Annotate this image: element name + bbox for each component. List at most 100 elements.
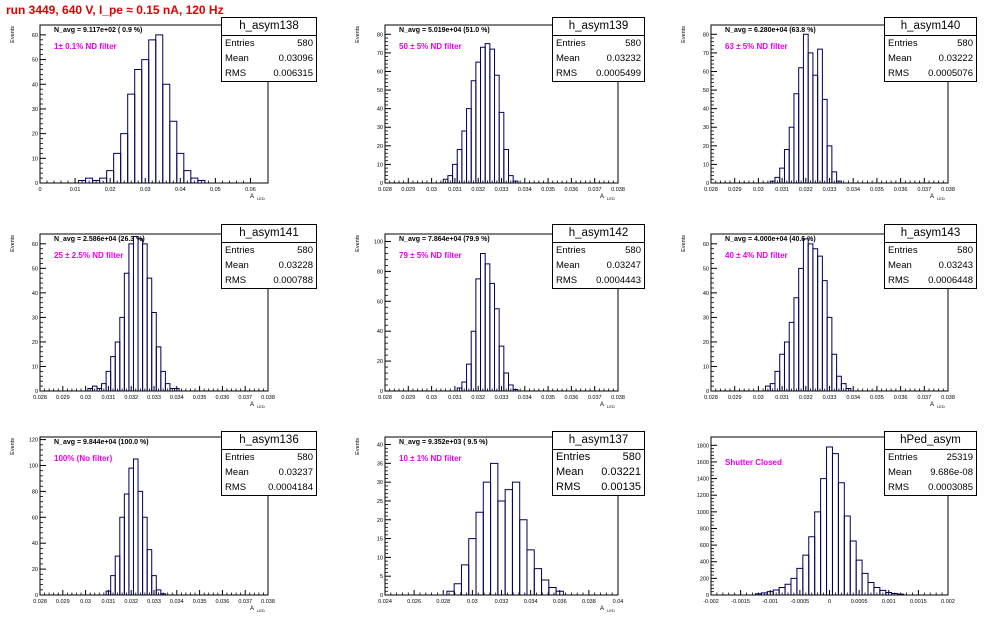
filter-annotation: 40 ± 4% ND filter — [725, 251, 788, 260]
histogram-bins — [446, 462, 564, 595]
y-tick-label: 30 — [703, 315, 709, 321]
x-tick-label: 0.034 — [170, 395, 184, 401]
histogram-bins — [87, 235, 180, 391]
x-tick-label: 0.034 — [170, 599, 184, 605]
y-tick-label: 60 — [703, 69, 709, 75]
x-tick-label: 0.028 — [378, 187, 392, 193]
navg-label: N_avg = 9.844e+04 (100.0 %) — [54, 439, 149, 446]
y-tick-label: 10 — [377, 162, 383, 168]
x-tick-label: 0.028 — [704, 395, 718, 401]
x-tick-label: 0.037 — [588, 395, 602, 401]
x-tick-label: 0.024 — [378, 599, 392, 605]
x-tick-label: 0.036 — [565, 395, 579, 401]
stat-value-mean: 0.03237 — [278, 467, 313, 478]
y-tick-label: 50 — [703, 266, 709, 272]
histogram-bin — [512, 180, 519, 183]
stat-value-rms: 0.00135 — [601, 481, 641, 493]
stat-label: RMS — [888, 68, 910, 79]
stats-box: hPed_asym Entries 25319 Mean 9.686e-08 RMS 0.0… — [884, 431, 977, 496]
y-axis-label: Events — [10, 235, 16, 252]
stat-row-entries: Entries 580 — [553, 36, 644, 51]
y-tick-label: 40 — [32, 291, 38, 297]
y-tick-label: 1800 — [697, 443, 709, 449]
stat-label: Mean — [225, 260, 249, 271]
y-tick-label: 10 — [32, 364, 38, 370]
histogram-bin — [831, 453, 839, 595]
histogram-bin — [814, 511, 822, 595]
x-axis-label-subscript: LED — [257, 404, 265, 409]
y-tick-label: 15 — [377, 537, 383, 543]
y-axis-label: Events — [355, 26, 361, 43]
y-tick-label: 25 — [377, 499, 383, 505]
y-tick-label: 60 — [377, 299, 383, 305]
x-tick-label: 0.028 — [436, 599, 450, 605]
x-axis-label-subscript: LED — [257, 196, 265, 201]
stat-value-rms: 0.0006448 — [928, 275, 973, 286]
histogram-bin — [164, 383, 171, 391]
stat-row-mean: Mean 0.03243 — [885, 258, 976, 273]
x-tick-label: 0.026 — [407, 599, 421, 605]
x-tick-label: 0.033 — [823, 187, 837, 193]
x-tick-label: 0.035 — [541, 395, 555, 401]
stat-row-rms: RMS 0.006315 — [222, 66, 316, 81]
stat-value-rms: 0.0005499 — [596, 68, 641, 79]
y-tick-label: 50 — [377, 88, 383, 94]
histogram-bin — [808, 536, 816, 595]
y-tick-label: 40 — [703, 107, 709, 113]
x-tick-label: 0.038 — [611, 187, 625, 193]
y-tick-label: 800 — [700, 526, 709, 532]
histogram-bin — [503, 372, 509, 391]
histogram-bins — [442, 43, 519, 183]
x-tick-label: 0.036 — [894, 395, 908, 401]
stat-label: Entries — [225, 452, 255, 463]
y-tick-label: 80 — [377, 269, 383, 275]
histogram-bin — [197, 180, 206, 183]
histogram-name: hPed_asym — [885, 432, 976, 450]
page-title: run 3449, 640 V, I_pe ≈ 0.15 nA, 120 Hz — [6, 3, 224, 17]
y-axis-label: Events — [355, 235, 361, 252]
stat-row-entries: Entries 25319 — [885, 450, 976, 465]
x-tick-label: 0.037 — [238, 599, 252, 605]
x-axis-label-subscript: LED — [257, 608, 265, 613]
stat-value-mean: 0.03247 — [606, 260, 641, 271]
stat-row-mean: Mean 0.03222 — [885, 51, 976, 66]
y-tick-label: 0 — [706, 181, 709, 187]
stat-value-mean: 0.03222 — [938, 53, 973, 64]
histogram-name: h_asym137 — [553, 432, 644, 450]
x-tick-label: 0.05 — [210, 187, 221, 193]
x-tick-label: 0.037 — [588, 187, 602, 193]
x-tick-label: 0.03 — [753, 395, 764, 401]
stat-label: RMS — [556, 275, 578, 286]
y-tick-label: 50 — [32, 266, 38, 272]
histogram-bin — [160, 370, 166, 391]
stat-row-entries: Entries 580 — [222, 450, 316, 465]
y-tick-label: 10 — [703, 364, 709, 370]
y-tick-label: 60 — [32, 515, 38, 521]
x-tick-label: 0.034 — [846, 395, 860, 401]
stat-value-entries: 580 — [625, 245, 641, 256]
histogram-name: h_asym141 — [222, 225, 316, 243]
y-tick-label: 0 — [380, 389, 383, 395]
stat-label: Mean — [556, 260, 580, 271]
x-tick-label: 0.033 — [495, 187, 509, 193]
x-axis-label-subscript: LED — [607, 196, 615, 201]
y-tick-label: 80 — [32, 489, 38, 495]
stats-box: h_asym140 Entries 580 Mean 0.03222 RMS 0.00050… — [884, 17, 977, 82]
x-tick-label: -0.002 — [703, 599, 719, 605]
stat-label: Entries — [888, 452, 918, 463]
stat-value-rms: 0.006315 — [273, 68, 313, 79]
y-tick-label: 50 — [703, 88, 709, 94]
x-tick-label: 0 — [828, 599, 831, 605]
navg-label: N_avg = 4.000e+04 (40.6 %) — [725, 236, 816, 243]
x-axis-label: A — [250, 606, 254, 612]
y-axis-label: Events — [681, 235, 687, 252]
histogram-name: h_asym136 — [222, 432, 316, 450]
histogram-bin — [498, 111, 505, 183]
stat-label: Mean — [225, 53, 249, 64]
filter-annotation: 50 ± 5% ND filter — [399, 42, 462, 51]
x-axis-label: A — [600, 402, 604, 408]
stat-value-entries: 580 — [957, 38, 973, 49]
stat-label: Mean — [888, 467, 912, 478]
histogram-bin — [802, 554, 810, 595]
